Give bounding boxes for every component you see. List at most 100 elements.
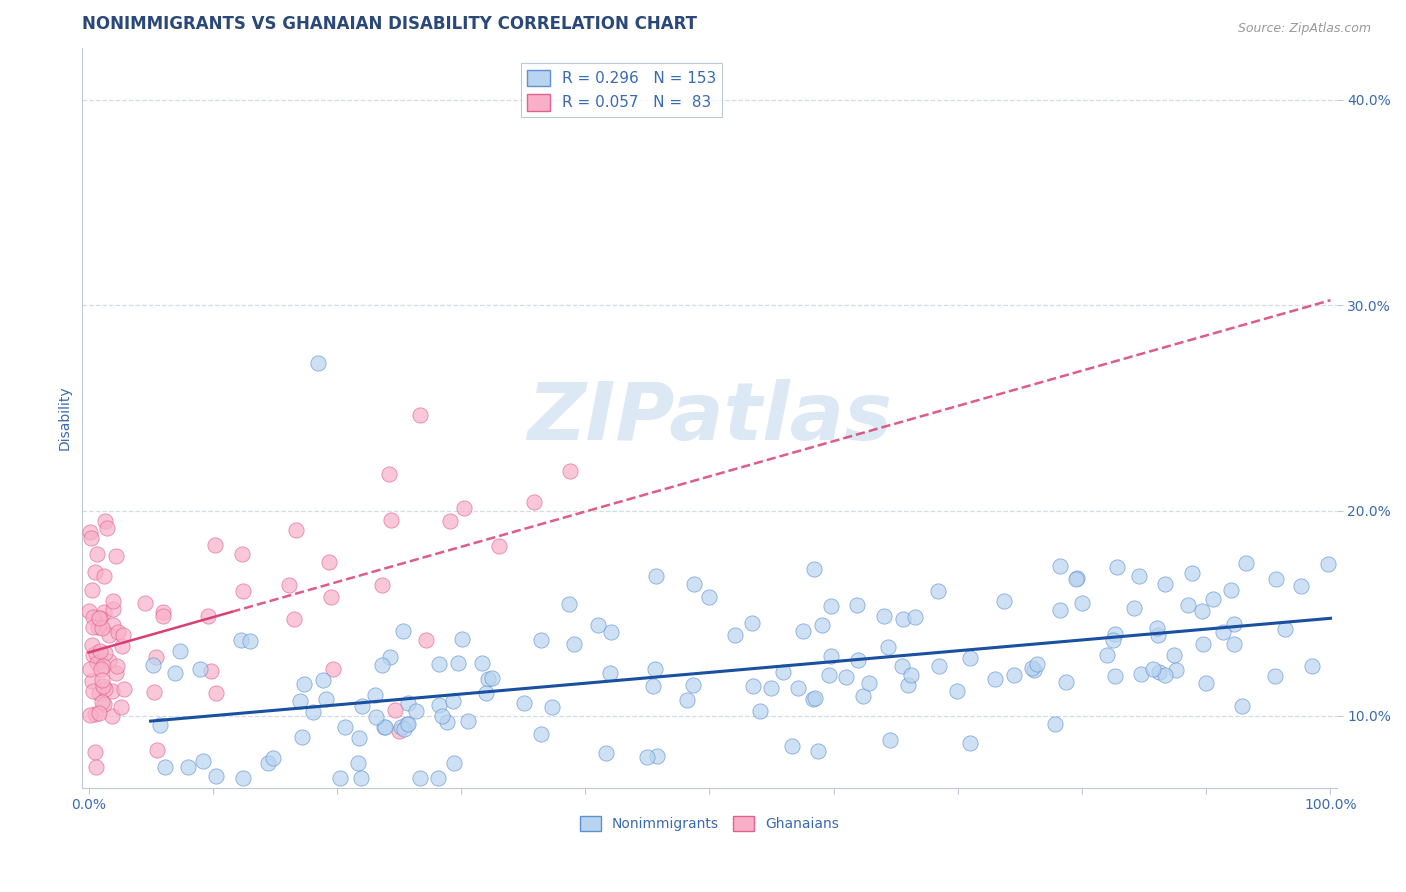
Legend: Nonimmigrants, Ghanaians: Nonimmigrants, Ghanaians bbox=[575, 810, 845, 837]
Point bbox=[142, 658, 165, 673]
Point bbox=[364, 688, 387, 702]
Point bbox=[152, 605, 174, 619]
Point bbox=[79, 662, 101, 676]
Point bbox=[93, 697, 115, 711]
Point bbox=[239, 634, 262, 648]
Point bbox=[643, 679, 665, 693]
Point bbox=[283, 611, 305, 625]
Point bbox=[315, 692, 337, 706]
Point bbox=[405, 704, 427, 718]
Point bbox=[87, 685, 110, 699]
Point bbox=[1192, 637, 1215, 651]
Point bbox=[112, 628, 135, 642]
Point bbox=[191, 754, 214, 768]
Point bbox=[1054, 674, 1077, 689]
Point bbox=[475, 686, 498, 700]
Point bbox=[803, 690, 825, 705]
Point bbox=[388, 723, 411, 738]
Point bbox=[395, 717, 418, 731]
Point bbox=[77, 604, 100, 618]
Point bbox=[636, 750, 658, 764]
Point bbox=[378, 650, 401, 665]
Point bbox=[94, 646, 117, 660]
Point bbox=[1026, 657, 1049, 672]
Point bbox=[231, 547, 253, 561]
Point bbox=[1122, 600, 1144, 615]
Point bbox=[820, 648, 842, 663]
Point bbox=[101, 602, 124, 616]
Point bbox=[91, 659, 114, 673]
Point bbox=[169, 644, 191, 658]
Point bbox=[1070, 596, 1092, 610]
Point bbox=[391, 720, 413, 734]
Point bbox=[427, 698, 450, 712]
Point bbox=[772, 665, 794, 679]
Point bbox=[366, 710, 388, 724]
Point bbox=[200, 664, 222, 678]
Point bbox=[1153, 668, 1175, 682]
Point bbox=[1153, 577, 1175, 591]
Point bbox=[644, 568, 666, 582]
Point bbox=[1130, 667, 1153, 681]
Point bbox=[371, 657, 394, 672]
Point bbox=[94, 681, 117, 696]
Point bbox=[586, 618, 609, 632]
Point bbox=[79, 524, 101, 539]
Point bbox=[595, 747, 617, 761]
Point bbox=[291, 730, 314, 744]
Point bbox=[1049, 559, 1071, 574]
Point bbox=[134, 596, 156, 610]
Point bbox=[761, 681, 783, 695]
Point bbox=[443, 756, 465, 771]
Point bbox=[1163, 648, 1185, 662]
Point bbox=[83, 707, 105, 722]
Point bbox=[86, 656, 108, 670]
Point bbox=[84, 760, 107, 774]
Point bbox=[165, 666, 187, 681]
Point bbox=[232, 771, 254, 785]
Point bbox=[644, 662, 666, 676]
Point bbox=[152, 609, 174, 624]
Point bbox=[742, 679, 765, 693]
Point bbox=[959, 736, 981, 750]
Point bbox=[256, 756, 278, 770]
Point bbox=[1202, 591, 1225, 606]
Point bbox=[959, 651, 981, 665]
Point bbox=[904, 609, 927, 624]
Point bbox=[82, 583, 104, 598]
Point bbox=[741, 616, 763, 631]
Point bbox=[80, 531, 103, 545]
Point bbox=[1222, 616, 1244, 631]
Point bbox=[792, 624, 814, 638]
Point bbox=[676, 693, 699, 707]
Point bbox=[350, 771, 373, 785]
Point bbox=[415, 633, 437, 648]
Point bbox=[398, 696, 420, 710]
Point bbox=[204, 538, 226, 552]
Point bbox=[541, 699, 564, 714]
Point bbox=[436, 715, 458, 730]
Point bbox=[513, 696, 536, 710]
Point bbox=[439, 514, 461, 528]
Point bbox=[477, 672, 499, 686]
Point bbox=[1289, 579, 1312, 593]
Point bbox=[101, 708, 124, 723]
Point bbox=[852, 689, 875, 703]
Point bbox=[93, 568, 115, 582]
Point bbox=[96, 521, 118, 535]
Point bbox=[87, 706, 110, 720]
Point bbox=[105, 659, 128, 673]
Point bbox=[471, 657, 494, 671]
Point bbox=[112, 681, 135, 696]
Point bbox=[724, 628, 747, 642]
Point bbox=[145, 650, 167, 665]
Point bbox=[80, 638, 103, 652]
Point bbox=[318, 555, 340, 569]
Point bbox=[392, 722, 415, 736]
Point bbox=[205, 769, 228, 783]
Point bbox=[374, 720, 396, 734]
Point bbox=[101, 593, 124, 607]
Point bbox=[811, 618, 834, 632]
Point bbox=[453, 501, 475, 516]
Point bbox=[801, 691, 824, 706]
